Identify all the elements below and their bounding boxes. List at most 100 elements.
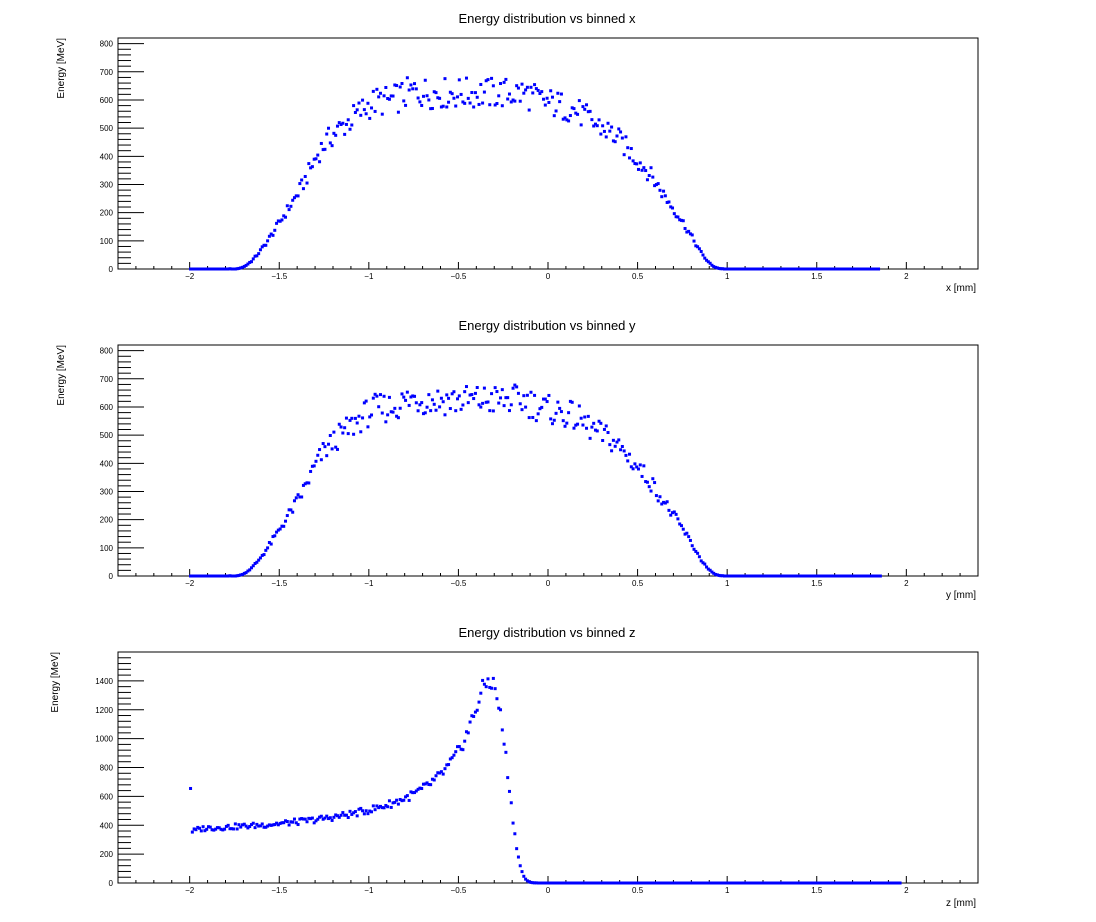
data-point: [233, 822, 237, 826]
data-point: [441, 772, 445, 776]
data-point: [898, 881, 902, 885]
axis-tick-labels: −2 −1.5 −1 −0.5 0 0.5 1 1.5 2 0 200 400 600 800 1000 12…: [95, 677, 909, 895]
x-tick-label: 0.5: [632, 579, 644, 588]
data-point: [217, 574, 221, 578]
data-point: [690, 544, 694, 548]
data-point: [201, 825, 205, 829]
data-point: [221, 828, 225, 832]
y-tick-label: 800: [100, 40, 114, 49]
data-point: [773, 574, 777, 578]
data-point: [208, 574, 212, 578]
data-point: [556, 881, 560, 885]
data-point: [445, 105, 449, 109]
data-point: [731, 267, 735, 271]
data-point: [525, 85, 529, 89]
data-point: [755, 574, 759, 578]
data-point: [647, 485, 651, 489]
data-point: [631, 881, 635, 885]
data-point: [456, 745, 460, 749]
data-point: [203, 574, 207, 578]
data-point: [456, 95, 460, 99]
data-point: [543, 881, 547, 885]
data-point: [484, 79, 488, 83]
data-point: [300, 817, 304, 821]
data-point: [249, 566, 253, 570]
data-point: [260, 553, 264, 557]
data-point: [196, 825, 200, 829]
data-point: [585, 426, 589, 430]
data-point: [665, 881, 669, 885]
data-point: [828, 881, 832, 885]
data-point: [285, 514, 289, 518]
data-point: [660, 502, 664, 506]
x-tick-label: −1.5: [271, 272, 287, 281]
data-point: [692, 547, 696, 551]
data-point: [529, 85, 533, 89]
data-point: [676, 215, 680, 219]
data-point: [328, 434, 332, 437]
data-point: [214, 267, 218, 271]
data-point: [201, 267, 205, 271]
data-point: [699, 881, 703, 885]
data-point: [733, 574, 737, 578]
data-point: [714, 265, 718, 269]
data-point: [791, 881, 795, 885]
data-point: [321, 442, 325, 446]
data-point: [757, 881, 761, 885]
data-point: [307, 162, 311, 166]
data-points: [189, 676, 902, 885]
data-point: [318, 448, 322, 452]
data-point: [846, 574, 850, 578]
data-point: [246, 569, 250, 573]
data-point: [371, 396, 375, 400]
data-point: [825, 574, 829, 578]
data-point: [255, 822, 259, 826]
data-point: [230, 827, 234, 831]
data-point: [362, 812, 366, 816]
data-point: [839, 881, 843, 885]
data-point: [461, 748, 465, 752]
data-point: [746, 881, 750, 885]
data-point: [343, 132, 347, 136]
data-point: [873, 574, 877, 578]
y-tick-label: 200: [100, 209, 114, 218]
data-point: [464, 730, 468, 734]
data-point: [405, 76, 409, 80]
data-point: [841, 574, 845, 578]
data-point: [249, 823, 253, 827]
data-point: [542, 397, 546, 401]
data-point: [309, 817, 313, 821]
data-point: [416, 96, 420, 100]
data-point: [726, 267, 730, 271]
data-point: [753, 267, 757, 271]
data-point: [834, 574, 838, 578]
data-point: [223, 574, 227, 578]
data-point: [459, 92, 463, 96]
data-point: [547, 393, 551, 397]
data-point: [561, 117, 565, 121]
data-point: [301, 483, 305, 487]
data-point: [601, 124, 605, 128]
data-point: [592, 421, 596, 425]
data-point: [662, 189, 666, 193]
data-point: [396, 110, 400, 114]
data-point: [310, 816, 314, 820]
data-point: [586, 110, 590, 114]
axis-tick-labels: −2 −1.5 −1 −0.5 0 0.5 1 1.5 2 0 100 200 300 400 500 600…: [100, 347, 909, 588]
x-tick-label: 1: [725, 886, 730, 895]
data-point: [853, 574, 857, 578]
data-point: [493, 103, 497, 107]
data-point: [554, 411, 558, 415]
data-point: [491, 84, 495, 88]
data-point: [710, 263, 714, 267]
data-point: [538, 407, 542, 411]
data-point: [368, 116, 372, 120]
data-point: [721, 881, 725, 885]
data-point: [862, 881, 866, 885]
data-point: [325, 454, 329, 458]
data-point: [859, 881, 863, 885]
data-point: [479, 82, 483, 86]
data-point: [737, 574, 741, 578]
data-point: [796, 574, 800, 578]
data-point: [545, 400, 549, 404]
